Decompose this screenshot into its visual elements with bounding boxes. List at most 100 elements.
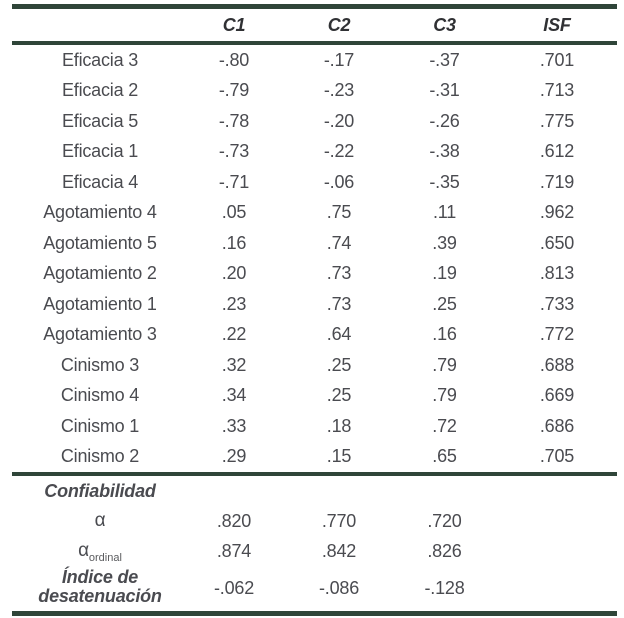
desatenuacion-label: Índice de desatenuación xyxy=(38,567,162,607)
cell-c1: -.78 xyxy=(218,110,250,131)
col-header-c3: C3 xyxy=(433,14,456,35)
alpha-ordinal-row: αordinal .874 .842 .826 xyxy=(12,536,617,566)
cell-isf-empty xyxy=(497,506,617,536)
cell-c3: .16 xyxy=(432,324,457,345)
table-row: Cinismo 4 .34 .25 .79 .669 xyxy=(12,381,617,412)
cell-isf: .775 xyxy=(539,110,575,131)
row-label: Agotamiento 2 xyxy=(43,263,157,284)
cell-c3: .720 xyxy=(427,510,462,531)
cell-c3: .39 xyxy=(432,232,457,253)
cell-c2: .64 xyxy=(326,324,352,345)
cell-c2: .74 xyxy=(326,232,352,253)
cell-c2: -.23 xyxy=(323,80,355,101)
cell-c2: .770 xyxy=(321,510,357,531)
row-label: Eficacia 1 xyxy=(61,141,139,162)
cell-isf: .701 xyxy=(539,49,575,70)
cell-isf: .669 xyxy=(539,385,575,406)
cell-c3: -.31 xyxy=(429,80,460,101)
cell-c3: -.38 xyxy=(429,141,460,162)
row-label: Cinismo 4 xyxy=(60,385,140,406)
section-label: Confiabilidad xyxy=(44,480,156,501)
cell-isf-empty xyxy=(497,566,617,613)
row-label: Eficacia 3 xyxy=(61,49,139,70)
cell-c3: .79 xyxy=(432,354,457,375)
row-label: Eficacia 5 xyxy=(61,110,139,131)
cell-c3: .11 xyxy=(432,202,457,223)
cell-c2: .25 xyxy=(326,385,352,406)
cell-c1: .23 xyxy=(221,293,247,314)
cell-isf: .650 xyxy=(539,232,575,253)
cell-isf: .688 xyxy=(539,354,575,375)
cell-c2: -.20 xyxy=(323,110,355,131)
table-row: Eficacia 4 -.71 -.06 -.35 .719 xyxy=(12,167,617,198)
table-row: Cinismo 3 .32 .25 .79 .688 xyxy=(12,350,617,381)
cell-c3: -.128 xyxy=(424,577,465,598)
cell-c1: -.73 xyxy=(218,141,250,162)
cell-c1: -.062 xyxy=(213,577,255,598)
cell-c3: .826 xyxy=(427,540,462,561)
cell-c1: .34 xyxy=(221,385,247,406)
ordinal-subscript: ordinal xyxy=(88,552,122,564)
table-row: Agotamiento 4 .05 .75 .11 .962 xyxy=(12,198,617,229)
cell-c2: .73 xyxy=(326,263,352,284)
table-row: Eficacia 1 -.73 -.22 -.38 .612 xyxy=(12,137,617,168)
cell-c2: -.22 xyxy=(323,141,355,162)
cell-c1: .874 xyxy=(216,540,252,561)
cell-c2: .75 xyxy=(326,202,352,223)
cell-c2: .842 xyxy=(321,540,357,561)
cell-c2: .73 xyxy=(326,293,352,314)
row-label: Agotamiento 3 xyxy=(43,324,157,345)
table-row: Agotamiento 2 .20 .73 .19 .813 xyxy=(12,259,617,290)
cell-isf: .719 xyxy=(539,171,575,192)
row-label: Agotamiento 1 xyxy=(43,293,157,314)
cell-c3: .65 xyxy=(432,446,457,467)
cell-isf: .713 xyxy=(539,80,575,101)
row-label: Agotamiento 4 xyxy=(43,202,157,223)
cell-c1: .33 xyxy=(221,415,247,436)
cell-c2: .15 xyxy=(326,446,352,467)
cell-c3: .25 xyxy=(432,293,457,314)
cell-isf: .612 xyxy=(539,141,575,162)
cell-c2: -.086 xyxy=(318,577,360,598)
table-row: Eficacia 3 -.80 -.17 -.37 .701 xyxy=(12,43,617,76)
row-label: Eficacia 2 xyxy=(61,80,139,101)
alpha-symbol: α xyxy=(94,510,106,531)
cell-c3: .19 xyxy=(432,263,457,284)
cell-isf: .813 xyxy=(539,263,575,284)
header-row: C1 C2 C3 ISF xyxy=(12,7,617,43)
cell-c3: .72 xyxy=(432,415,457,436)
cell-c1: .29 xyxy=(221,446,247,467)
row-label: Eficacia 4 xyxy=(61,171,139,192)
row-label: Cinismo 3 xyxy=(60,354,140,375)
cell-c2: .18 xyxy=(326,415,352,436)
cell-c1: -.71 xyxy=(218,171,250,192)
col-header-c2: C2 xyxy=(327,14,351,35)
cell-c3: -.37 xyxy=(429,49,460,70)
table-row: Agotamiento 3 .22 .64 .16 .772 xyxy=(12,320,617,351)
table-row: Agotamiento 5 .16 .74 .39 .650 xyxy=(12,228,617,259)
col-header-c1: C1 xyxy=(222,14,246,35)
table-row: Agotamiento 1 .23 .73 .25 .733 xyxy=(12,289,617,320)
cell-c2: .25 xyxy=(326,354,352,375)
cell-isf: .686 xyxy=(539,415,575,436)
cell-c1: .820 xyxy=(216,510,252,531)
cell-isf: .705 xyxy=(539,446,575,467)
table-row: Cinismo 1 .33 .18 .72 .686 xyxy=(12,411,617,442)
cell-isf-empty xyxy=(497,536,617,566)
cell-c3: .79 xyxy=(432,385,457,406)
section-row: Confiabilidad xyxy=(12,474,617,506)
cell-isf: .733 xyxy=(539,293,575,314)
row-label: Cinismo 1 xyxy=(60,415,140,436)
factor-loadings-table: C1 C2 C3 ISF Eficacia 3 -.80 -.17 -.37 .… xyxy=(12,4,617,616)
cell-c2: -.17 xyxy=(323,49,355,70)
row-label: Agotamiento 5 xyxy=(43,232,157,253)
col-header-isf: ISF xyxy=(543,14,571,35)
cell-c2: -.06 xyxy=(323,171,355,192)
alpha-ordinal-label: αordinal xyxy=(12,536,182,566)
cell-c1: .32 xyxy=(221,354,247,375)
table-row: Cinismo 2 .29 .15 .65 .705 xyxy=(12,442,617,474)
cell-isf: .772 xyxy=(539,324,575,345)
table-row: Eficacia 5 -.78 -.20 -.26 .775 xyxy=(12,106,617,137)
cell-c1: -.79 xyxy=(218,80,250,101)
